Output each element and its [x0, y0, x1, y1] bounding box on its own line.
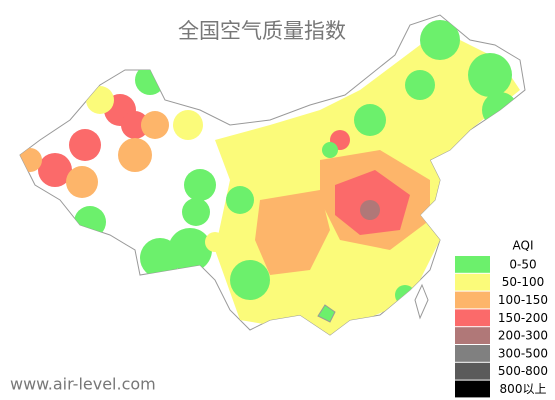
legend-label: 100-150: [498, 293, 548, 307]
legend-swatch: [455, 380, 490, 398]
legend-swatch: [455, 362, 490, 380]
legend-swatch: [455, 273, 490, 291]
legend-label: 500-800: [498, 364, 548, 378]
map-title: 全国空气质量指数: [178, 19, 346, 43]
legend-label: 150-200: [498, 311, 548, 325]
legend-swatch: [455, 291, 490, 309]
legend-label: 50-100: [502, 275, 545, 289]
legend: AQI 0-50 50-100 100-150 150-200 200-300 300-5…: [455, 239, 548, 398]
map: [19, 14, 526, 336]
legend-swatch: [455, 327, 490, 344]
legend-title: AQI: [513, 239, 534, 253]
legend-label: 0-50: [509, 257, 536, 271]
aqi-areas: [20, 20, 520, 335]
legend-label: 200-300: [498, 329, 548, 343]
legend-label: 300-500: [498, 346, 548, 360]
legend-swatch: [455, 256, 490, 273]
island: [317, 304, 336, 323]
legend-swatch: [455, 345, 490, 362]
watermark: www.air-level.com: [10, 375, 156, 394]
island: [414, 283, 429, 320]
legend-swatch: [455, 309, 490, 327]
legend-label: 800以上: [500, 382, 547, 396]
